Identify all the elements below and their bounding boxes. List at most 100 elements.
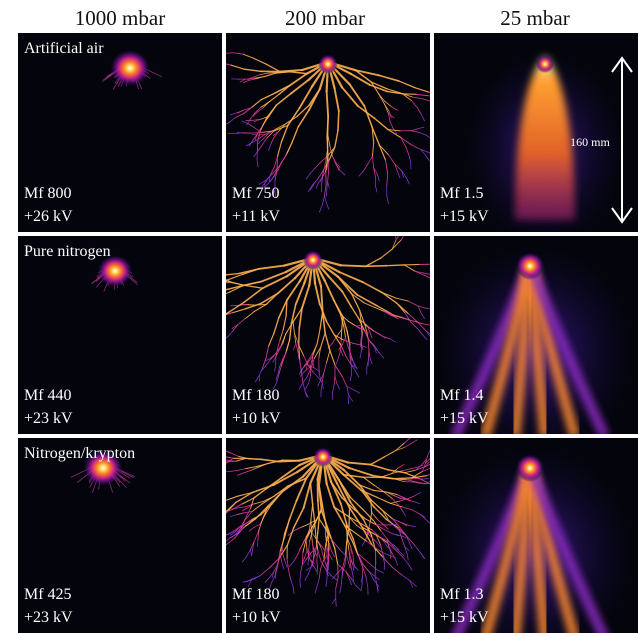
streamer: [379, 536, 389, 542]
streamer: [384, 101, 392, 108]
streamer: [334, 548, 339, 565]
mf-label: Mf 180: [232, 387, 280, 404]
streamer: [409, 580, 417, 587]
streamer: [316, 559, 318, 569]
streamer: [310, 503, 314, 520]
streamer: [346, 537, 350, 551]
streamer: [294, 282, 306, 306]
streamer: [356, 105, 376, 120]
streamer: [400, 137, 412, 146]
tip-glow: [313, 447, 333, 467]
streamer: [341, 290, 352, 308]
streamer: [388, 113, 395, 119]
streamer: [329, 350, 336, 366]
mf-label: Mf 180: [232, 586, 280, 603]
streamer: [274, 123, 286, 131]
streamer: [257, 139, 264, 145]
streamer: [325, 579, 328, 587]
streamer: [273, 485, 289, 497]
streamer: [226, 495, 238, 501]
streamer: [382, 554, 385, 564]
gas-label: Artificial air: [24, 40, 104, 57]
streamer: [401, 316, 409, 321]
streamer: [261, 181, 267, 188]
streamer: [388, 113, 391, 123]
streamer: [272, 189, 276, 197]
streamer: [278, 68, 304, 73]
streamer: [312, 360, 315, 368]
streamer: [375, 307, 385, 312]
streamer: [286, 142, 293, 155]
streamer: [401, 170, 407, 179]
streamer: [414, 544, 421, 553]
streamer: [376, 496, 391, 504]
streamer: [373, 117, 389, 131]
streamer: [410, 439, 418, 444]
streamer: [324, 195, 327, 204]
streamer: [242, 106, 253, 115]
streamer: [398, 551, 405, 557]
streamer: [288, 561, 295, 567]
streamer: [304, 573, 309, 581]
streamer: [348, 515, 362, 525]
streamer: [337, 275, 353, 295]
streamer: [377, 519, 384, 526]
streamer: [410, 144, 422, 151]
streamer: [243, 470, 251, 474]
panel-art: [101, 49, 163, 90]
streamer: [280, 124, 289, 143]
streamer: [243, 284, 264, 289]
streamer: [384, 159, 389, 175]
streamer: [227, 531, 234, 536]
streamer: [227, 273, 244, 281]
streamer: [336, 329, 343, 338]
streamer: [408, 525, 416, 528]
streamer: [281, 545, 284, 555]
streamer: [377, 174, 380, 182]
streamer: [391, 239, 402, 250]
streamer: [401, 506, 413, 511]
streamer: [253, 501, 264, 505]
streamer: [352, 564, 355, 572]
streamer: [323, 158, 327, 169]
streamer: [330, 538, 338, 547]
streamer: [241, 120, 249, 124]
streamer: [369, 331, 373, 339]
voltage-label: +23 kV: [24, 609, 73, 626]
streamer: [424, 274, 430, 279]
streamer: [235, 525, 241, 532]
streamer: [360, 331, 363, 341]
streamer: [231, 324, 239, 329]
streamer: [325, 528, 332, 540]
diffuse-column: [515, 56, 575, 220]
streamer: [268, 582, 273, 591]
streamer: [335, 164, 340, 171]
streamer: [371, 512, 378, 520]
streamer: [412, 481, 421, 484]
streamer: [373, 344, 379, 351]
streamer: [395, 236, 399, 240]
streamer: [226, 456, 234, 459]
streamer: [286, 558, 289, 571]
tip-glow: [536, 55, 554, 73]
streamer: [389, 338, 396, 343]
streamer: [427, 449, 430, 457]
streamer: [264, 503, 273, 516]
streamer: [281, 153, 288, 163]
streamer: [331, 550, 335, 558]
streamer: [261, 365, 267, 371]
streamer: [355, 585, 362, 591]
streamer: [339, 313, 345, 328]
streamer: [255, 374, 260, 383]
streamer: [321, 505, 327, 525]
streamer: [324, 332, 331, 352]
streamer: [361, 281, 383, 294]
streamer: [373, 580, 380, 587]
streamer: [368, 339, 375, 346]
streamer: [405, 146, 410, 156]
streamer: [237, 512, 244, 515]
streamer: [421, 467, 430, 472]
streamer: [347, 320, 355, 326]
mf-label: Mf 1.4: [440, 387, 484, 404]
streamer: [275, 92, 292, 106]
